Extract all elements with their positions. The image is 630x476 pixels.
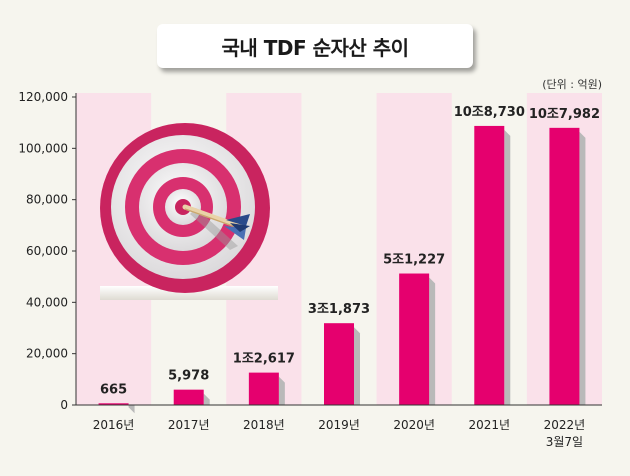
x-tick-label: 2019년	[318, 418, 360, 432]
data-label: 10조7,982	[529, 107, 600, 122]
bar	[173, 389, 204, 405]
data-label: 5조1,227	[383, 253, 445, 268]
arrow-fletch-mid	[230, 223, 250, 232]
bar	[549, 127, 580, 406]
x-tick-label: 2018년	[243, 418, 285, 432]
y-tick-label: 60,000	[26, 244, 68, 258]
target-shelf	[100, 286, 278, 300]
bar-shadow	[128, 405, 135, 414]
bar	[399, 273, 430, 405]
chart-title-box: 국내 TDF 순자산 추이	[157, 24, 473, 68]
y-tick-label: 20,000	[26, 347, 68, 361]
bar-shadow	[354, 327, 360, 405]
y-tick-label: 100,000	[18, 141, 68, 155]
data-label: 1조2,617	[233, 352, 295, 367]
data-label: 5,978	[168, 369, 209, 384]
bar-marks: 665 5,978 1조2,617 3조1,873 5조1,227 10조8,730 10조…	[98, 105, 600, 414]
chart-title: 국내 TDF 순자산 추이	[221, 35, 409, 60]
data-label: 10조8,730	[454, 105, 525, 120]
arrow-fletch-top	[226, 214, 250, 226]
x-tick-label: 2021년	[468, 418, 510, 432]
data-label: 665	[100, 382, 127, 397]
x-tick-label: 3월7일	[546, 435, 583, 449]
bar-shadow	[504, 129, 511, 405]
data-label: 3조1,873	[308, 302, 370, 317]
bar-shadow	[203, 393, 210, 405]
y-tick-label: 80,000	[26, 193, 68, 207]
bar-shadow	[579, 131, 586, 406]
y-tick-label: 40,000	[26, 295, 68, 309]
bar-shadow	[278, 376, 285, 405]
unit-note: (단위 : 억원)	[542, 78, 602, 91]
target-with-arrow-icon	[100, 123, 278, 300]
x-tick-label: 2020년	[393, 418, 435, 432]
bar	[474, 125, 505, 405]
x-tick-label: 2016년	[93, 418, 135, 432]
y-tick-label: 0	[60, 398, 68, 412]
arrow-shadow	[190, 208, 238, 250]
y-tick-label: 120,000	[18, 90, 68, 104]
bar	[98, 403, 129, 405]
x-tick-label: 2017년	[168, 418, 210, 432]
bar	[248, 372, 279, 405]
x-tick-label: 2022년	[544, 418, 586, 432]
bar	[324, 323, 354, 405]
bar-shadow	[429, 277, 436, 405]
axes: 2016년 2017년 2018년 2019년 2020년 2021년 2022년 3월7일 0…	[18, 90, 602, 449]
